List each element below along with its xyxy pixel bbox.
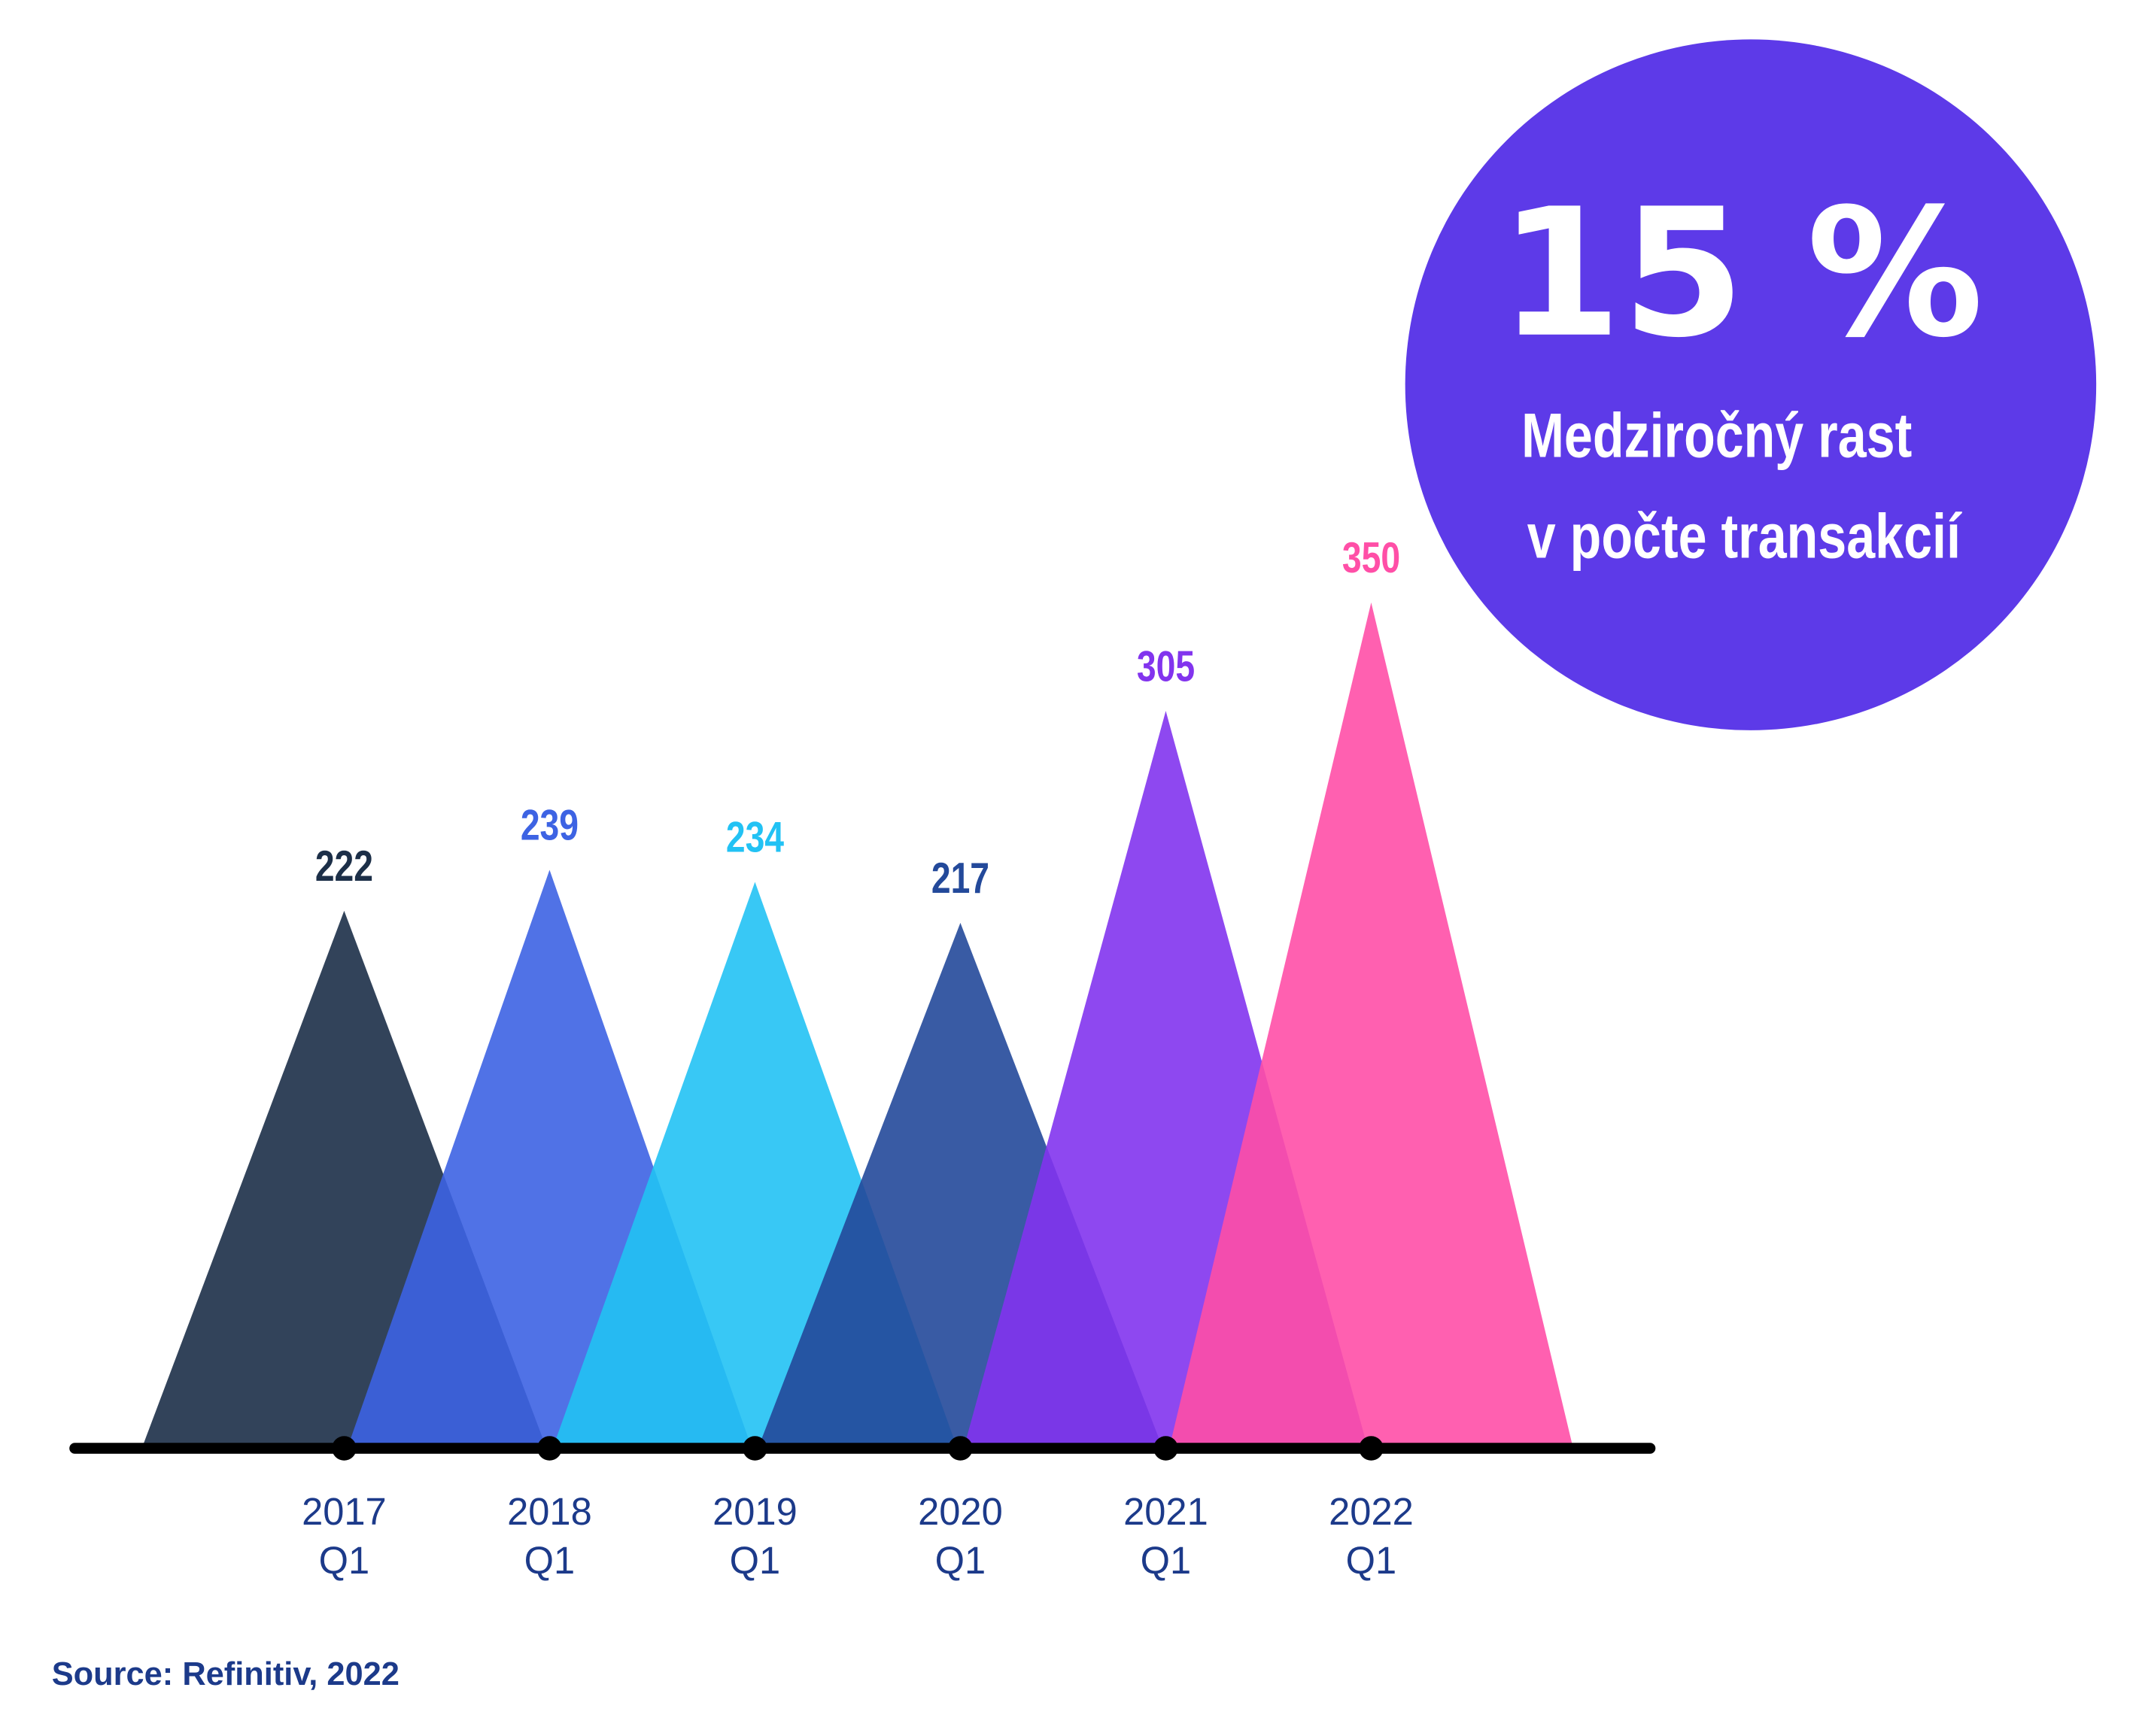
value-label: 234 [726,814,784,862]
value-label: 305 [1137,642,1195,690]
axis-dot [743,1436,767,1461]
axis-dot [537,1436,562,1461]
source: Source: Refinitiv, 2022 [51,1656,400,1693]
axis-dot [332,1436,357,1461]
axis-dot [1359,1436,1384,1461]
x-tick-label: 2017 Q1 [302,1490,387,1582]
x-tick-label: 2020 Q1 [918,1490,1003,1582]
value-label: 239 [521,802,579,850]
x-tick-label: 2022 Q1 [1329,1490,1414,1582]
value-label: 217 [931,854,989,903]
value-label: 222 [315,842,373,891]
x-tick-label: 2019 Q1 [713,1490,798,1582]
callout-circle [1405,39,2097,730]
value-label: 350 [1342,534,1400,582]
x-tick-label: 2021 Q1 [1123,1490,1208,1582]
axis-dot [948,1436,973,1461]
triangle [1169,602,1573,1446]
callout-line: Medziročný rast [1521,401,1912,471]
callout-line: v počte transakcií [1527,502,1963,572]
callout-value: 15 % [1499,171,1983,377]
axis-dot [1153,1436,1178,1461]
x-tick-label: 2018 Q1 [507,1490,592,1582]
